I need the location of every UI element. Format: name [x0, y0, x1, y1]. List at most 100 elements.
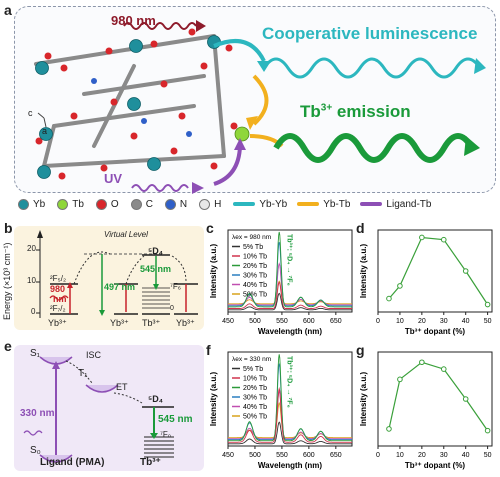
- legend-entry: 5% Tb: [243, 366, 263, 373]
- x-tick-label: 10: [396, 452, 404, 459]
- term-f0: 0: [170, 305, 174, 312]
- legend-item-o: O: [95, 198, 119, 210]
- legend-label: H: [214, 198, 222, 210]
- dopant-line: [388, 361, 489, 431]
- panel-label-c: c: [206, 220, 214, 236]
- legend-label: O: [110, 198, 119, 210]
- x-tick-label: 600: [303, 318, 315, 325]
- x-tick-label: 450: [222, 318, 234, 325]
- label-isc: ISC: [86, 350, 102, 360]
- legend-entry: 30% Tb: [243, 395, 267, 402]
- data-point-50pct: [484, 427, 491, 434]
- legend-item-tb: Tb: [57, 198, 84, 210]
- spectrum-line-10pct: [228, 386, 352, 443]
- legend-label: C: [145, 198, 153, 210]
- legend-label: Ligand-Tb: [386, 198, 432, 210]
- state-s1: S₁: [30, 348, 41, 359]
- panel-label-g: g: [356, 342, 365, 358]
- y-axis-label: Intensity (a.u.): [209, 372, 218, 427]
- ion-yb-2: Yb³⁺: [110, 318, 129, 328]
- legend-arrow-icon: [360, 202, 383, 206]
- spectrum-chart-f: 450 500 550 600 650 Wavelength (nm) Intensity …: [209, 351, 353, 470]
- panel-label-d: d: [356, 220, 365, 236]
- arrow-legend-ligand-tb: Ligand-Tb: [360, 199, 431, 210]
- panel-e-frame: [14, 345, 204, 471]
- legend-entry: 5% Tb: [243, 244, 263, 251]
- ligand-label: Ligand (PMA): [40, 457, 105, 468]
- legend-entry: 20% Tb: [243, 263, 267, 270]
- tb-emission-label: Tb3+ emission: [300, 102, 411, 121]
- legend-arrow-icon: [233, 202, 256, 206]
- axis-label-c: c: [28, 108, 33, 118]
- panel-a-graphic: [34, 20, 486, 194]
- legend-entry: 50% Tb: [243, 292, 267, 299]
- x-tick-label: 10: [396, 318, 404, 325]
- x-tick-label: 30: [440, 318, 448, 325]
- panel-b-y-label: Energy (×10³ cm⁻¹): [2, 242, 12, 320]
- arrow-legend-yb-yb: Yb-Yb: [233, 199, 287, 210]
- legend-entry: 10% Tb: [243, 254, 267, 261]
- panel-e-jablonski-diagram: [23, 356, 174, 463]
- label-uv: UV: [104, 171, 123, 186]
- uv-arrowhead: [192, 182, 204, 194]
- spectrum-line-5pct: [228, 421, 352, 445]
- legend-label: Yb-Yb: [259, 198, 288, 210]
- legend-entry: 40% Tb: [243, 404, 267, 411]
- spectrum-line-30pct: [228, 241, 352, 307]
- x-tick-label: 30: [440, 452, 448, 459]
- label-980-unit-b: nm: [53, 294, 67, 304]
- tb-emission-wave: [273, 133, 475, 163]
- legend-entry: 40% Tb: [243, 282, 267, 289]
- plot-frame: [227, 229, 353, 313]
- data-point-10pct: [397, 376, 403, 383]
- uv-wave: [131, 184, 189, 192]
- data-point-40pct: [462, 268, 469, 274]
- arrow-legend-yb-tb: Yb-Tb: [297, 199, 350, 210]
- x-tick-label: 500: [249, 452, 261, 459]
- data-point-30pct: [440, 236, 447, 243]
- term-d4: ⁵D₄: [148, 246, 164, 256]
- panel-label-a: a: [4, 2, 12, 18]
- legend-label: N: [179, 198, 188, 210]
- cooperative-wave: [262, 57, 482, 79]
- dopant-line: [388, 236, 489, 305]
- spectrum-line-20pct: [228, 231, 352, 308]
- legend-dot: [18, 198, 29, 210]
- x-tick-label: 550: [276, 318, 288, 325]
- x-tick-label: 500: [249, 318, 261, 325]
- spectrum-line-40pct: [228, 262, 352, 306]
- data-point-50pct: [484, 301, 491, 308]
- spectrum-chart-c: 450 500 550 600 650 Wavelength (nm) Intensity …: [209, 229, 353, 336]
- ir-wave: [123, 22, 197, 30]
- ir-arrowhead: [196, 20, 206, 32]
- legend-dot: [164, 198, 176, 210]
- transition-label: Tb³⁺: ⁵D₄ → ⁷F₆: [285, 234, 292, 286]
- x-tick-label: 20: [418, 452, 426, 459]
- state-d4: ⁵D₄: [148, 394, 164, 404]
- dopant-chart-g: 0 10 20 30 40 50 Tb³⁺ dopant (%) Intensity (a.u…: [359, 351, 493, 470]
- y-axis-label: Intensity (a.u.): [209, 244, 218, 299]
- legend-dot: [130, 198, 142, 210]
- crystal-structure: [34, 28, 250, 180]
- state-t1: T₁: [78, 368, 88, 379]
- ion-yb-1: Yb³⁺: [48, 318, 67, 328]
- ion-yb-3: Yb³⁺: [176, 318, 195, 328]
- ion-tb: Tb³⁺: [142, 318, 161, 328]
- plot-frame: [377, 229, 493, 313]
- excitation-label: λex = 330 nm: [232, 356, 271, 363]
- label-545-b: 545 nm: [140, 264, 172, 274]
- spectrum-line-20pct: [228, 354, 352, 442]
- legend-entry: 30% Tb: [243, 273, 267, 280]
- ligand-tb-arrow: [213, 145, 242, 186]
- panel-label-b: b: [4, 220, 13, 236]
- panel-b-energy-diagram: [36, 230, 198, 318]
- plot-frame: [377, 351, 493, 447]
- axis-label-a: a: [42, 126, 48, 136]
- data-point-40pct: [462, 396, 469, 402]
- term-f52: ²F₅/₂: [50, 274, 67, 283]
- term-f6: ⁷F₆: [170, 282, 182, 291]
- cooperative-luminescence-label: Cooperative luminescence: [262, 24, 478, 43]
- legend-entry: 20% Tb: [243, 385, 267, 392]
- label-980-b: 980: [50, 284, 66, 294]
- x-tick-label: 40: [462, 452, 470, 459]
